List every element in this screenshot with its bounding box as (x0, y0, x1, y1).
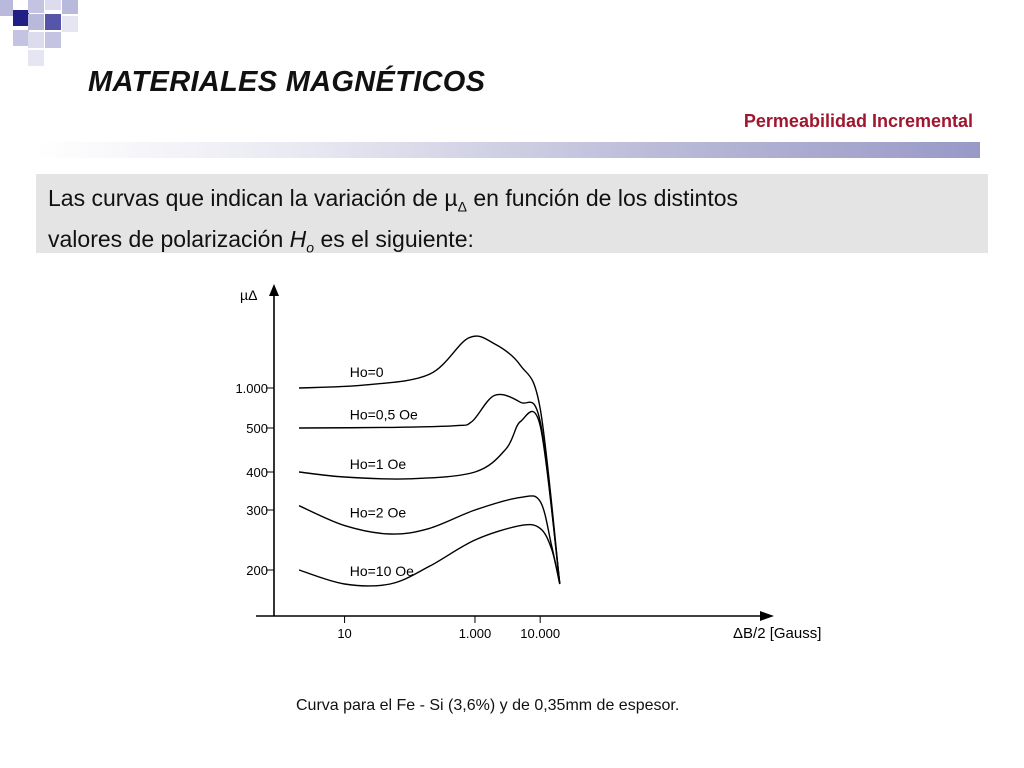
decor-square (0, 0, 13, 16)
y-tick-label: 300 (246, 503, 268, 518)
intro-line1-b: en función de los distintos (466, 185, 739, 211)
intro-line2-var: H (289, 225, 307, 252)
series-label: Ho=0 (350, 364, 384, 380)
decor-square (28, 32, 44, 48)
series-line (298, 393, 561, 585)
permeability-chart: µΔ 1.000 500 400 300 200 10 1.000 10.000 ΔB/2 [Ga… (235, 284, 821, 642)
series-line (298, 410, 561, 585)
decor-square (13, 30, 29, 46)
series-label: Ho=0,5 Oe (350, 406, 418, 422)
y-tick-label: 400 (246, 465, 268, 480)
x-axis-arrow (760, 611, 774, 621)
chart-ticks (266, 387, 541, 623)
decor-square (62, 16, 78, 32)
header-rule (36, 142, 980, 158)
decor-square (28, 0, 44, 13)
decor-square (28, 14, 44, 30)
y-tick-label: 500 (246, 421, 268, 436)
series-label: Ho=2 Oe (350, 505, 407, 521)
y-axis-arrow (269, 284, 279, 296)
decor-square (13, 10, 29, 26)
series-line (298, 335, 561, 585)
decor-square (62, 0, 78, 14)
series-label: Ho=1 Oe (350, 456, 407, 472)
decor-square (28, 50, 44, 66)
decor-square (45, 0, 61, 10)
intro-panel: Las curvas que indican la variación de µ… (36, 174, 988, 255)
intro-text: Las curvas que indican la variación de µ… (48, 182, 738, 263)
decor-square (45, 32, 61, 48)
series-line (298, 523, 561, 587)
chart-caption: Curva para el Fe - Si (3,6%) y de 0,35mm… (296, 697, 680, 714)
x-tick-label: 10.000 (520, 626, 560, 641)
chart-labels: µΔ 1.000 500 400 300 200 10 1.000 10.000 ΔB/2 [Ga… (235, 287, 821, 642)
chart-axes (256, 284, 774, 621)
intro-line2-b: es el siguiente: (314, 225, 474, 252)
x-axis-label: ΔB/2 [Gauss] (733, 625, 821, 642)
series-line (298, 495, 561, 585)
slide-subtitle: Permeabilidad Incremental (743, 111, 973, 131)
y-tick-label: 200 (246, 563, 268, 578)
x-tick-label: 1.000 (459, 626, 492, 641)
x-tick-label: 10 (337, 626, 351, 641)
chart-curves (298, 335, 561, 587)
y-axis-label: µΔ (240, 287, 257, 303)
intro-line2-a: valores de polarización (48, 225, 290, 252)
intro-line1-a: Las curvas que indican la variación de µ (48, 185, 458, 211)
slide-title: MATERIALES MAGNÉTICOS (88, 66, 486, 98)
y-tick-label: 1.000 (235, 381, 268, 396)
decor-square (45, 14, 61, 30)
series-label: Ho=10 Oe (350, 563, 414, 579)
intro-line2-sub: o (306, 239, 315, 256)
intro-line1-sub: Δ (457, 198, 467, 215)
